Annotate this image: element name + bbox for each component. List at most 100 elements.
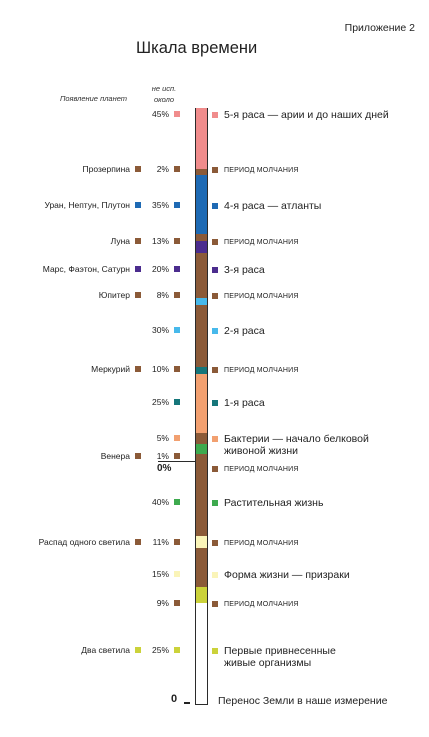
planet-label-text: Венера: [100, 451, 130, 461]
era-label-text: 2-я раса: [224, 325, 265, 337]
era-label-line: ПЕРИОД МОЛЧАНИЯ: [224, 539, 299, 547]
percent-label: 1%: [157, 451, 180, 461]
planets-column-header: Появление планет: [60, 94, 128, 103]
planet-label-text: Луна: [110, 236, 130, 246]
percent-label-text: 10%: [151, 364, 169, 374]
percent-marker-icon: [174, 202, 180, 208]
percent-marker-icon: [174, 266, 180, 272]
timeline-segment: [196, 175, 207, 235]
percent-label-text: 13%: [151, 236, 169, 246]
timeline-segment: [196, 374, 207, 434]
timeline-segment: [196, 548, 207, 588]
silence-period-label: ПЕРИОД МОЛЧАНИЯ: [212, 600, 299, 609]
era-label-text: 5-я раса — арии и до наших дней: [224, 109, 389, 121]
percent-label: 5%: [157, 433, 180, 443]
era-label-line: 2-я раса: [224, 325, 265, 337]
era-label-line: 3-я раса: [224, 264, 265, 276]
silence-period-label: ПЕРИОД МОЛЧАНИЯ: [212, 366, 299, 375]
percent-marker-icon: [174, 539, 180, 545]
final-event-label: Перенос Земли в наше измерение: [218, 695, 387, 707]
percent-label-text: 8%: [156, 290, 169, 300]
era-label-text: 1-я раса: [224, 397, 265, 409]
era-marker-icon: [212, 540, 218, 546]
page-title: Шкала времени: [136, 39, 258, 57]
era-label-line: ПЕРИОД МОЛЧАНИЯ: [224, 166, 299, 174]
era-label-line: ПЕРИОД МОЛЧАНИЯ: [224, 238, 299, 246]
percent-marker-icon: [174, 399, 180, 405]
planet-label-text: Меркурий: [91, 364, 130, 374]
planet-label: Уран, Нептун, Плутон: [44, 200, 141, 210]
percent-label-text: 30%: [151, 325, 169, 335]
percent-column-header: не исп. около: [151, 84, 177, 104]
planet-marker-icon: [135, 539, 141, 545]
planet-marker-icon: [135, 366, 141, 372]
zero-end-label: 0: [171, 693, 178, 705]
zero-percent-label: 0%: [157, 463, 172, 474]
percent-marker-icon: [174, 111, 180, 117]
timeline-segment: [196, 454, 207, 537]
percent-label: 15%: [152, 569, 180, 579]
era-marker-icon: [212, 572, 218, 578]
era-label-line: Первые привнесенные: [224, 645, 336, 657]
silence-period-label: ПЕРИОД МОЛЧАНИЯ: [212, 292, 299, 301]
planet-label-text: Уран, Нептун, Плутон: [44, 200, 130, 210]
percent-label: 25%: [152, 645, 180, 655]
percent-label-text: 40%: [151, 497, 169, 507]
percent-label-text: 15%: [151, 569, 169, 579]
planet-label: Луна: [111, 236, 141, 246]
percent-marker-icon: [174, 366, 180, 372]
era-label: Бактерии — начало белковой живоной жизни: [212, 433, 369, 457]
percent-label-text: 9%: [156, 598, 169, 608]
era-label-text: ПЕРИОД МОЛЧАНИЯ: [224, 465, 299, 473]
appendix-label: Приложение 2: [344, 22, 415, 34]
era-marker-icon: [212, 400, 218, 406]
era-label-line: Форма жизни — призраки: [224, 569, 350, 581]
planet-label: Венера: [101, 451, 141, 461]
planet-marker-icon: [135, 202, 141, 208]
era-marker-icon: [212, 112, 218, 118]
era-marker-icon: [212, 648, 218, 654]
era-label-line: живоной жизни: [224, 445, 298, 457]
percent-marker-icon: [174, 647, 180, 653]
percent-label: 25%: [152, 397, 180, 407]
silence-period-label: ПЕРИОД МОЛЧАНИЯ: [212, 539, 299, 548]
era-label: 3-я раса: [212, 264, 265, 276]
era-label-text: 3-я раса: [224, 264, 265, 276]
era-marker-icon: [212, 436, 218, 442]
percent-label-text: 25%: [151, 397, 169, 407]
era-label-text: Форма жизни — призраки: [224, 569, 350, 581]
percent-label: 35%: [152, 200, 180, 210]
planet-label-text: Два светила: [81, 645, 130, 655]
planet-marker-icon: [135, 647, 141, 653]
planet-marker-icon: [135, 166, 141, 172]
era-label: Растительная жизнь: [212, 497, 323, 509]
era-label-line: Растительная жизнь: [224, 497, 324, 509]
percent-marker-icon: [174, 435, 180, 441]
planet-label: Прозерпина: [83, 164, 141, 174]
era-label-line: 5-я раса — арии и до наших дней: [224, 109, 389, 121]
era-label-line: 4-я раса — атланты: [224, 200, 322, 212]
percent-label: 10%: [152, 364, 180, 374]
era-label-line: ПЕРИОД МОЛЧАНИЯ: [224, 366, 299, 374]
percent-label: 45%: [152, 109, 180, 119]
percent-label: 13%: [152, 236, 180, 246]
planet-label: Два светила: [81, 645, 141, 655]
percent-label-text: 11%: [152, 537, 169, 547]
era-label: 2-я раса: [212, 325, 265, 337]
percent-marker-icon: [174, 238, 180, 244]
percent-label-text: 1%: [156, 451, 169, 461]
percent-marker-icon: [174, 571, 180, 577]
percent-label: 30%: [152, 325, 180, 335]
era-marker-icon: [212, 239, 218, 245]
era-label-line: ПЕРИОД МОЛЧАНИЯ: [224, 292, 299, 300]
era-label: 4-я раса — атланты: [212, 200, 321, 212]
planet-label: Марс, Фаэтон, Сатурн: [43, 264, 141, 274]
era-label: Форма жизни — призраки: [212, 569, 350, 581]
era-marker-icon: [212, 267, 218, 273]
era-label-line: ПЕРИОД МОЛЧАНИЯ: [224, 600, 299, 608]
percent-marker-icon: [174, 327, 180, 333]
era-label-line: живые организмы: [224, 657, 312, 669]
timeline-segment: [196, 305, 207, 368]
percent-label: 8%: [157, 290, 180, 300]
percent-label: 9%: [157, 598, 180, 608]
